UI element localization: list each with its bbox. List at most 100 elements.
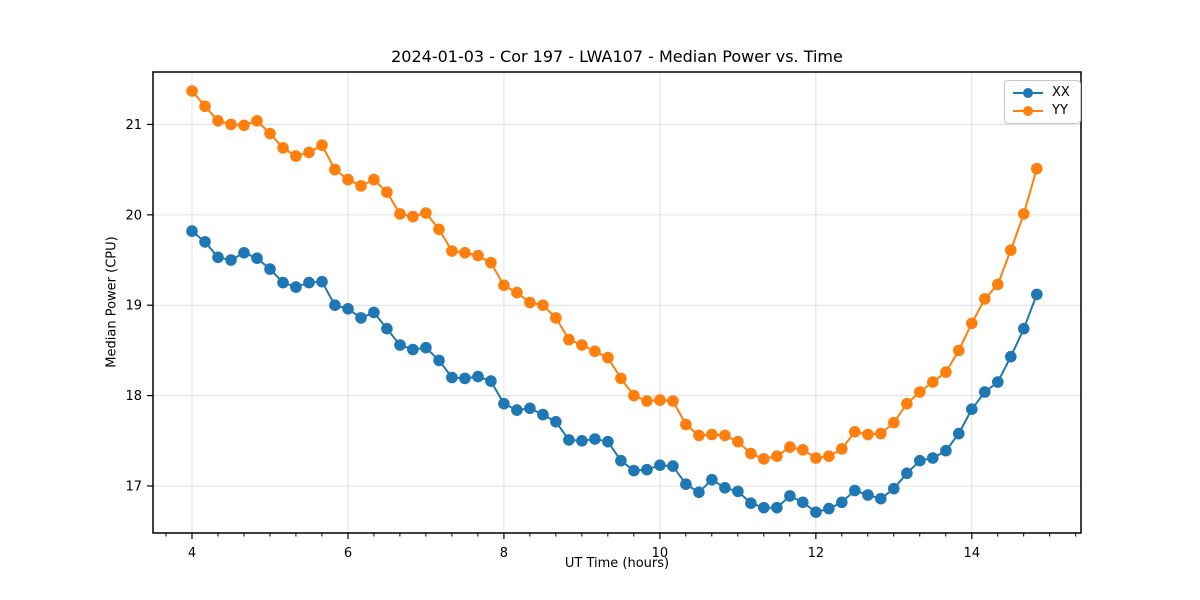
- data-point-yy: [797, 444, 809, 456]
- data-point-yy: [238, 119, 250, 132]
- data-point-yy: [420, 207, 432, 219]
- data-point-yy: [732, 435, 744, 448]
- data-point-yy: [875, 427, 887, 440]
- data-point-xx: [1031, 288, 1043, 301]
- y-tick-label: 19: [125, 299, 142, 314]
- data-point-yy: [199, 100, 211, 113]
- legend-item-yy: YY: [1013, 104, 1070, 118]
- x-tick-label: 8: [500, 546, 508, 561]
- data-point-xx: [966, 403, 978, 416]
- data-point-yy: [355, 180, 367, 192]
- x-tick-label: 14: [964, 546, 981, 561]
- data-point-yy: [979, 293, 991, 305]
- data-point-xx: [459, 372, 471, 385]
- data-point-yy: [901, 397, 913, 410]
- data-point-xx: [641, 463, 653, 476]
- y-tick-label: 17: [125, 479, 142, 494]
- legend-swatch-xx-icon: [1013, 88, 1043, 98]
- data-point-xx: [953, 427, 965, 440]
- data-point-yy: [368, 173, 380, 186]
- data-point-xx: [342, 303, 354, 315]
- data-point-yy: [225, 118, 237, 131]
- data-point-xx: [836, 496, 848, 509]
- data-point-xx: [381, 322, 393, 335]
- data-point-xx: [264, 263, 276, 275]
- data-point-xx: [355, 312, 367, 324]
- data-point-xx: [927, 452, 939, 464]
- data-point-yy: [953, 344, 965, 357]
- data-point-xx: [433, 354, 445, 367]
- data-point-xx: [745, 497, 757, 510]
- data-point-yy: [1031, 162, 1043, 175]
- data-point-xx: [901, 467, 913, 480]
- data-point-yy: [459, 247, 471, 259]
- data-point-xx: [277, 276, 289, 289]
- data-point-yy: [745, 447, 757, 460]
- data-point-xx: [797, 496, 809, 509]
- data-point-xx: [940, 444, 952, 457]
- data-point-yy: [290, 150, 302, 162]
- data-point-xx: [888, 482, 900, 495]
- data-point-yy: [927, 376, 939, 388]
- data-point-xx: [992, 376, 1004, 388]
- data-point-yy: [498, 279, 510, 292]
- data-point-yy: [771, 450, 783, 463]
- data-point-yy: [641, 395, 653, 407]
- data-point-xx: [758, 501, 770, 514]
- data-point-yy: [394, 208, 406, 220]
- data-point-xx: [212, 251, 224, 264]
- data-point-yy: [589, 345, 601, 358]
- x-tick-label: 10: [652, 546, 669, 561]
- y-tick-label: 18: [125, 389, 142, 404]
- data-point-xx: [368, 306, 380, 319]
- data-point-xx: [316, 275, 328, 288]
- legend: XX YY: [1004, 80, 1081, 124]
- data-point-yy: [1005, 244, 1017, 256]
- data-point-xx: [407, 343, 419, 356]
- data-point-yy: [485, 256, 497, 269]
- data-point-yy: [836, 443, 848, 455]
- data-point-xx: [706, 473, 718, 486]
- data-point-xx: [914, 454, 926, 467]
- data-point-xx: [771, 501, 783, 514]
- data-point-xx: [251, 252, 263, 264]
- data-point-xx: [472, 370, 484, 383]
- data-point-yy: [212, 115, 224, 127]
- data-point-xx: [238, 247, 250, 259]
- data-point-xx: [511, 404, 523, 416]
- data-point-xx: [628, 464, 640, 477]
- data-point-yy: [251, 115, 263, 127]
- data-point-yy: [784, 441, 796, 453]
- data-point-yy: [602, 351, 614, 364]
- data-point-xx: [875, 492, 887, 505]
- x-tick-label: 4: [188, 546, 196, 561]
- data-point-yy: [407, 210, 419, 223]
- data-point-yy: [667, 395, 679, 407]
- data-point-yy: [862, 428, 874, 441]
- data-point-yy: [849, 426, 861, 438]
- data-point-yy: [537, 299, 549, 312]
- data-point-xx: [719, 482, 731, 494]
- data-point-xx: [667, 460, 679, 472]
- data-point-yy: [563, 333, 575, 346]
- data-point-xx: [394, 339, 406, 351]
- data-point-yy: [719, 429, 731, 442]
- data-point-xx: [498, 397, 510, 410]
- data-point-yy: [550, 312, 562, 324]
- data-point-xx: [849, 484, 861, 497]
- legend-label-yy: YY: [1052, 103, 1068, 118]
- axes-spines: [152, 71, 1082, 534]
- data-point-xx: [654, 459, 666, 472]
- data-point-xx: [602, 435, 614, 448]
- data-point-yy: [888, 416, 900, 429]
- data-point-xx: [225, 254, 237, 266]
- data-point-xx: [485, 375, 497, 387]
- data-point-yy: [472, 249, 484, 262]
- data-point-yy: [693, 429, 705, 442]
- data-point-yy: [810, 452, 822, 464]
- data-point-yy: [914, 386, 926, 398]
- data-point-xx: [1005, 350, 1017, 363]
- y-tick-label: 21: [125, 118, 142, 133]
- data-point-xx: [199, 236, 211, 248]
